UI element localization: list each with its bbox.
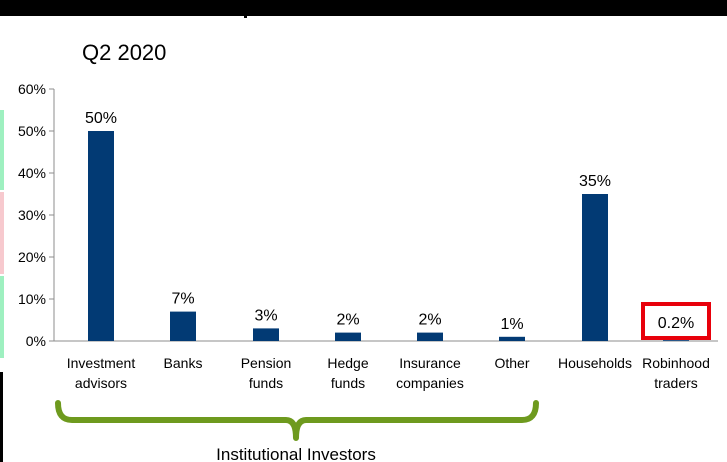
edge-strip-pink: [0, 192, 4, 274]
bar: [253, 328, 279, 341]
chart-title: Q2 2020: [82, 40, 167, 65]
y-tick-label: 0%: [26, 333, 46, 349]
data-label: 0.2%: [658, 315, 694, 332]
data-label: 1%: [500, 316, 523, 333]
bar: [335, 332, 361, 341]
category-label: funds: [331, 375, 365, 391]
data-label: 3%: [254, 307, 277, 324]
group-bracket: [55, 400, 539, 441]
category-label: Insurance: [399, 355, 461, 371]
y-tick-label: 60%: [18, 81, 46, 97]
category-label: companies: [396, 375, 464, 391]
data-label: 50%: [85, 110, 117, 127]
category-label: funds: [249, 375, 283, 391]
category-label: Investment: [67, 355, 136, 371]
y-tick-label: 10%: [18, 291, 46, 307]
y-tick-label: 50%: [18, 123, 46, 139]
bar: [170, 311, 196, 341]
y-tick-label: 40%: [18, 165, 46, 181]
data-label: 2%: [336, 312, 359, 329]
y-tick-label: 30%: [18, 207, 46, 223]
top-bar-notch: [244, 0, 247, 18]
bar: [499, 336, 525, 341]
category-label: Banks: [164, 355, 203, 371]
category-label: Other: [494, 355, 529, 371]
category-label: Pension: [241, 355, 292, 371]
group-bracket-label: Institutional Investors: [216, 445, 376, 462]
bar: [88, 131, 114, 341]
edge-strip-green-2: [0, 276, 4, 358]
edge-strip-dark: [0, 372, 3, 462]
highlight-box: [641, 302, 711, 340]
data-label: 35%: [579, 173, 611, 190]
category-label: advisors: [75, 375, 127, 391]
bar: [582, 194, 608, 341]
category-label: Robinhood: [642, 355, 710, 371]
y-tick-label: 20%: [18, 249, 46, 265]
top-bar: [0, 0, 727, 16]
data-label: 2%: [418, 312, 441, 329]
bar: [417, 332, 443, 341]
bar: [663, 340, 689, 341]
data-label: 7%: [171, 291, 194, 308]
category-label: Households: [558, 355, 632, 371]
edge-strip-green-1: [0, 110, 4, 190]
category-label: Hedge: [327, 355, 368, 371]
category-label: traders: [654, 375, 698, 391]
